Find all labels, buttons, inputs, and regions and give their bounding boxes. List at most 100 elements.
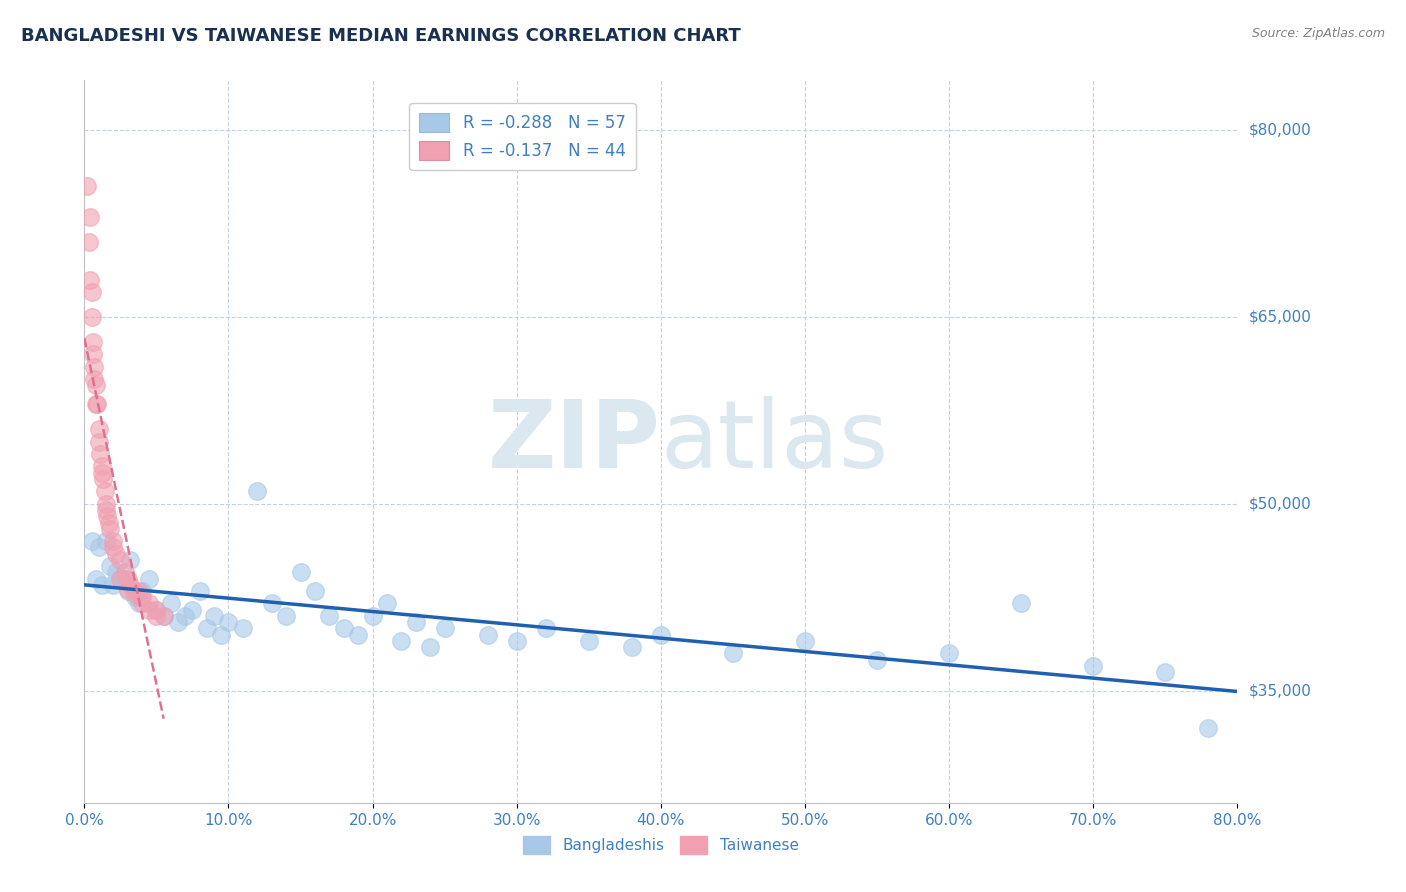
Point [174, 609, 197, 624]
Point [181, 603, 204, 617]
Point [145, 603, 167, 617]
Point [152, 609, 174, 624]
Point [578, 633, 600, 648]
Point [128, 597, 150, 611]
Point [94, 503, 117, 517]
Point [79, 272, 101, 286]
Point [318, 609, 340, 624]
Text: BANGLADESHI VS TAIWANESE MEDIAN EARNINGS CORRELATION CHART: BANGLADESHI VS TAIWANESE MEDIAN EARNINGS… [21, 27, 741, 45]
Point [138, 603, 160, 617]
Point [103, 534, 124, 549]
Point [650, 627, 672, 641]
Point [120, 553, 142, 567]
Point [117, 582, 139, 596]
Point [361, 609, 384, 624]
Point [103, 541, 124, 555]
Point [938, 646, 960, 660]
Point [89, 447, 111, 461]
Point [260, 597, 283, 611]
Point [131, 597, 153, 611]
Point [419, 640, 441, 654]
Point [721, 646, 744, 660]
Point [160, 597, 183, 611]
Text: $35,000: $35,000 [1249, 683, 1312, 698]
Point [232, 621, 254, 635]
Point [82, 347, 104, 361]
Point [477, 627, 499, 641]
Point [87, 541, 110, 555]
Point [97, 516, 120, 530]
Point [124, 586, 146, 600]
Point [391, 633, 413, 648]
Point [110, 553, 132, 567]
Point [91, 472, 114, 486]
Text: $65,000: $65,000 [1249, 310, 1312, 325]
Point [84, 397, 107, 411]
Point [117, 572, 139, 586]
Point [138, 572, 160, 586]
Point [103, 578, 124, 592]
Point [94, 497, 117, 511]
Point [333, 621, 356, 635]
Point [82, 334, 104, 349]
Point [202, 609, 225, 624]
Point [124, 591, 146, 605]
Text: Source: ZipAtlas.com: Source: ZipAtlas.com [1251, 27, 1385, 40]
Point [304, 584, 326, 599]
Point [794, 633, 817, 648]
Point [98, 559, 121, 574]
Point [98, 522, 121, 536]
Point [534, 621, 557, 635]
Point [347, 627, 370, 641]
Point [138, 597, 160, 611]
Point [1083, 658, 1105, 673]
Point [76, 179, 98, 194]
Point [86, 397, 108, 411]
Point [195, 621, 218, 635]
Point [114, 572, 136, 586]
Point [80, 534, 103, 549]
Point [276, 609, 298, 624]
Point [84, 378, 107, 392]
Point [152, 609, 174, 624]
Text: ZIP: ZIP [488, 395, 661, 488]
Point [105, 566, 128, 580]
Point [110, 572, 132, 586]
Point [433, 621, 456, 635]
Point [405, 615, 427, 630]
Point [77, 235, 100, 250]
Point [117, 584, 139, 599]
Point [90, 466, 112, 480]
Point [866, 652, 889, 666]
Point [93, 484, 115, 499]
Point [84, 572, 107, 586]
Point [80, 285, 103, 299]
Point [94, 534, 117, 549]
Point [87, 422, 110, 436]
Point [96, 509, 118, 524]
Point [375, 597, 398, 611]
Point [167, 615, 190, 630]
Text: atlas: atlas [661, 395, 889, 488]
Point [131, 584, 153, 599]
Point [131, 591, 153, 605]
Point [105, 547, 128, 561]
Point [110, 572, 132, 586]
Point [83, 359, 105, 374]
Point [90, 459, 112, 474]
Point [83, 372, 105, 386]
Point [290, 566, 312, 580]
Point [188, 584, 211, 599]
Point [128, 584, 150, 599]
Legend: Bangladeshis, Taiwanese: Bangladeshis, Taiwanese [517, 830, 804, 860]
Point [621, 640, 644, 654]
Point [79, 211, 101, 225]
Point [87, 434, 110, 449]
Text: $80,000: $80,000 [1249, 122, 1312, 137]
Point [145, 609, 167, 624]
Point [114, 566, 136, 580]
Text: $50,000: $50,000 [1249, 496, 1312, 511]
Point [80, 310, 103, 324]
Point [1010, 597, 1032, 611]
Point [246, 484, 269, 499]
